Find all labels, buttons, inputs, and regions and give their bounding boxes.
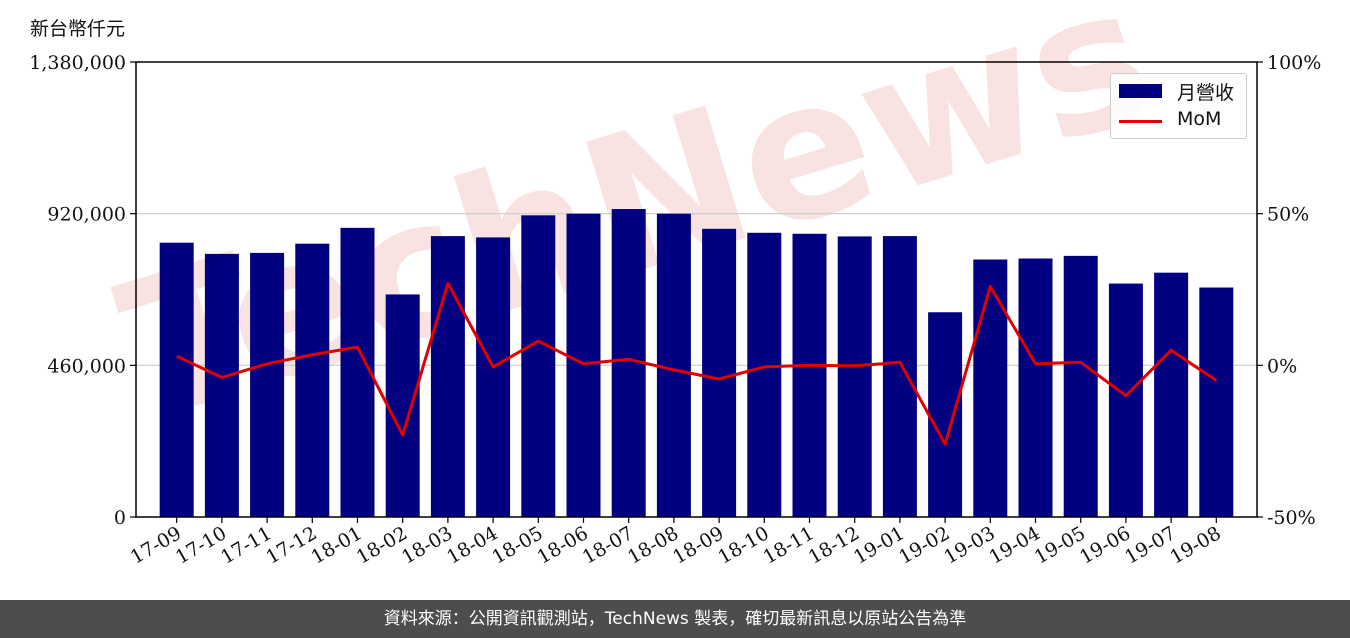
x-tick-label: 19-06 (1076, 522, 1134, 568)
x-tick-label: 17-09 (127, 522, 185, 568)
x-tick-label: 19-02 (895, 522, 953, 568)
x-tick-label: 18-11 (760, 522, 818, 568)
x-tick-label: 18-04 (443, 522, 501, 568)
left-y-tick-label: 460,000 (47, 355, 126, 377)
x-tick-label: 18-05 (488, 522, 546, 568)
revenue-bar (1018, 258, 1053, 517)
right-y-axis: -50% 0% 50% 100% (1257, 52, 1321, 529)
left-y-axis: 0 460,000 920,000 1,380,000 (29, 52, 136, 529)
x-tick-label: 19-07 (1121, 522, 1179, 568)
x-tick-label: 18-07 (579, 522, 637, 568)
revenue-chart: 0 460,000 920,000 1,380,000 -50% 0% 50% 100% 1… (29, 52, 1321, 569)
revenue-bar (385, 294, 420, 517)
x-tick-label: 19-03 (940, 522, 998, 568)
x-tick-label: 17-11 (217, 522, 275, 568)
x-tick-label: 19-01 (850, 522, 908, 568)
revenue-bar (1199, 287, 1234, 517)
legend-swatch-mom (1119, 120, 1162, 123)
x-tick-label: 17-12 (262, 522, 320, 568)
x-axis: 17-0917-1017-1117-1218-0118-0218-0318-04… (127, 517, 1225, 569)
right-y-tick-label: 50% (1267, 204, 1309, 226)
revenue-bar (792, 233, 827, 517)
left-y-tick-label: 920,000 (47, 204, 126, 226)
source-footer: 資料來源：公開資訊觀測站，TechNews 製表，確切最新訊息以原站公告為準 (0, 600, 1350, 638)
revenue-bar (250, 252, 285, 518)
revenue-bar (1154, 272, 1189, 517)
revenue-bar (928, 312, 963, 517)
revenue-bar (204, 253, 239, 518)
mom-line (176, 281, 1218, 446)
x-tick-label: 18-10 (714, 522, 772, 568)
x-tick-label: 18-01 (308, 522, 366, 568)
x-tick-label: 18-12 (805, 522, 863, 568)
x-tick-label: 19-08 (1166, 522, 1224, 568)
revenue-bar (656, 213, 691, 517)
x-tick-label: 17-10 (172, 522, 230, 568)
revenue-bar (1063, 255, 1098, 517)
revenue-bar (521, 215, 556, 517)
revenue-bar (702, 228, 737, 518)
legend-item-mom: MoM (1111, 106, 1246, 134)
x-tick-label: 19-05 (1031, 522, 1089, 568)
left-y-tick-label: 1,380,000 (29, 52, 126, 74)
legend: 月營收 MoM (1110, 73, 1247, 139)
revenue-bar (837, 236, 872, 517)
revenue-bar (430, 236, 465, 517)
x-tick-label: 19-04 (986, 522, 1044, 568)
right-y-tick-label: -50% (1267, 507, 1316, 529)
x-tick-label: 18-02 (353, 522, 411, 568)
x-tick-label: 18-08 (624, 522, 682, 568)
revenue-bar (295, 243, 330, 517)
legend-label-revenue: 月營收 (1177, 82, 1235, 104)
left-y-tick-label: 0 (114, 507, 126, 529)
legend-swatch-revenue (1119, 84, 1162, 98)
plot-frame (135, 61, 1258, 518)
revenue-bar (476, 237, 511, 517)
left-axis-unit-label: 新台幣仟元 (30, 18, 126, 40)
revenue-bar (882, 236, 917, 517)
x-tick-label: 18-03 (398, 522, 456, 568)
legend-label-mom: MoM (1177, 108, 1222, 130)
revenue-bar (1108, 283, 1143, 517)
revenue-bar (747, 232, 782, 517)
right-y-tick-label: 100% (1267, 52, 1321, 74)
x-tick-label: 18-09 (669, 522, 727, 568)
revenue-bar (159, 242, 194, 517)
revenue-bar (566, 213, 601, 517)
legend-item-revenue: 月營收 (1111, 76, 1246, 104)
bar-series (159, 209, 1234, 518)
x-tick-label: 18-06 (534, 522, 592, 568)
right-y-tick-label: 0% (1267, 355, 1297, 377)
revenue-bar (973, 259, 1008, 517)
